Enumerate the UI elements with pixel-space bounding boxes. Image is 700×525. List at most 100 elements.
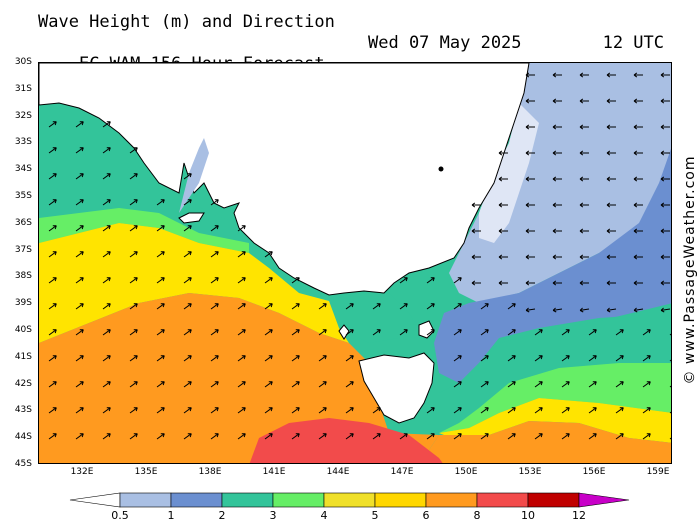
direction-arrow [642,329,651,336]
direction-arrow-head [660,176,665,182]
direction-arrow [75,381,84,388]
direction-arrow [561,407,570,414]
direction-arrow-head [579,150,584,156]
direction-arrow-head [106,277,111,282]
direction-arrow [210,277,219,284]
direction-arrow-head [268,277,273,282]
direction-arrow-head [214,329,219,334]
direction-arrow-head [349,303,354,308]
direction-arrow-head [268,433,273,438]
direction-arrow-head [660,98,665,104]
direction-arrow [48,277,57,284]
latitude-label: 39S [14,298,32,309]
direction-arrow-head [187,225,192,230]
direction-arrow-head [52,121,57,126]
direction-arrow [129,173,138,180]
direction-arrow [237,329,246,336]
direction-arrow-head [538,329,543,334]
direction-arrow-head [322,355,327,360]
direction-arrow-head [322,381,327,386]
direction-arrow [48,225,57,232]
legend-swatch [221,492,274,508]
direction-arrow-head [538,433,543,438]
direction-arrow [426,277,435,284]
direction-arrow [75,225,84,232]
direction-arrow-head [619,329,624,334]
direction-arrow [580,308,590,311]
direction-arrow [345,355,354,362]
direction-arrow-head [376,407,381,412]
direction-arrow-head [484,303,489,308]
direction-arrow-head [295,303,300,308]
direction-arrow [48,147,57,154]
direction-arrow-head [660,280,665,286]
direction-arrow [453,433,462,440]
direction-arrow-head [214,407,219,412]
direction-arrow [264,303,273,310]
direction-arrow [453,407,462,414]
direction-arrow-head [106,433,111,438]
direction-arrow [237,381,246,388]
direction-arrow-head [52,173,57,178]
direction-arrow [210,381,219,388]
land-lord-howe-island [438,166,444,172]
direction-arrow [48,303,57,310]
legend-swatch [425,492,478,508]
direction-arrow [318,381,327,388]
direction-arrow-head [498,150,503,156]
legend-label: 0.5 [111,509,129,522]
direction-arrow [75,407,84,414]
direction-arrow [75,173,84,180]
direction-arrow [75,433,84,440]
direction-arrow-head [52,147,57,152]
direction-arrow-head [525,150,530,156]
legend-bar [69,492,630,508]
direction-arrow [453,355,462,362]
direction-arrow-head [79,121,84,126]
longitude-label: 153E [518,467,542,477]
direction-arrow-head [160,433,165,438]
direction-arrow [291,433,300,440]
direction-arrow-head [579,72,584,78]
longitude-label: 150E [454,467,478,477]
direction-arrow [102,355,111,362]
direction-arrow [480,381,489,388]
direction-arrow [561,381,570,388]
direction-arrow-head [187,381,192,386]
direction-arrow [129,407,138,414]
direction-arrow [156,251,165,258]
direction-arrow-head [268,355,273,360]
direction-arrow-head [592,433,597,438]
direction-arrow-head [187,199,192,204]
direction-arrow [129,251,138,258]
direction-arrow-head [430,407,435,412]
direction-arrow-head [241,329,246,334]
direction-arrow [264,433,273,440]
direction-arrow [237,251,246,258]
legend-swatch [170,492,223,508]
direction-arrow [237,225,246,232]
direction-arrow-head [160,251,165,256]
direction-arrow-head [646,407,651,412]
direction-arrow [183,277,192,284]
direction-arrow [237,277,246,284]
longitude-label: 144E [326,467,350,477]
direction-arrow-head [457,355,462,360]
direction-arrow [318,355,327,362]
direction-arrow-head [160,355,165,360]
direction-arrow-head [633,307,638,313]
direction-arrow-head [471,228,476,234]
direction-arrow [183,381,192,388]
direction-arrow [48,433,57,440]
direction-arrow [588,329,597,336]
direction-arrow-head [484,355,489,360]
direction-arrow [102,173,111,180]
direction-arrow [156,433,165,440]
direction-arrow-head [133,381,138,386]
direction-arrow-head [471,280,476,286]
direction-arrow-head [52,433,57,438]
direction-arrow-head [525,124,530,130]
direction-arrow-head [511,303,516,308]
direction-arrow-head [79,355,84,360]
latitude-label: 40S [14,325,32,335]
